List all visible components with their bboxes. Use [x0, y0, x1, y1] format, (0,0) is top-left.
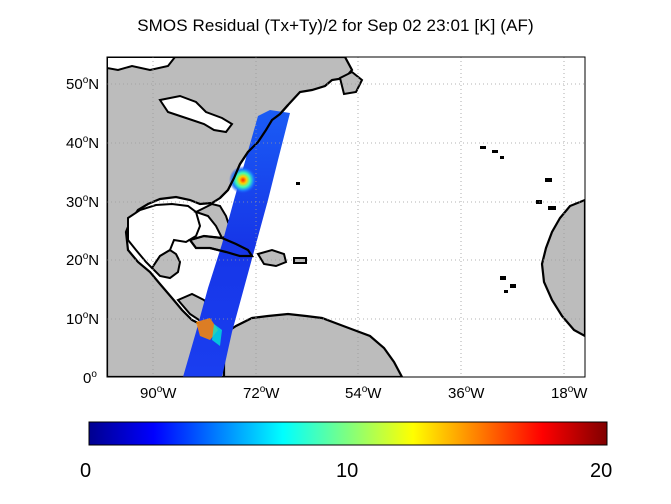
map-grid	[107, 57, 585, 377]
y-tick-label: 50oN	[66, 75, 99, 93]
us-coast-overlay	[219, 104, 289, 199]
y-tick-label: 10oN	[66, 310, 99, 328]
y-tick-label: 0o	[83, 369, 97, 387]
great-lakes	[158, 94, 234, 134]
y-tick-label: 30oN	[66, 193, 99, 211]
canary-islands	[536, 178, 556, 210]
colorbar	[88, 421, 608, 446]
colorbar-mid-label: 10	[336, 460, 358, 482]
bermuda-island	[296, 182, 300, 185]
x-tick-label: 36oW	[448, 384, 485, 402]
hudson-bay-edge	[107, 57, 177, 72]
y-tick-labels: 0o 10oN 20oN 30oN 40oN 50oN	[66, 75, 99, 387]
azores-islands	[480, 146, 504, 159]
gulf-of-mexico	[127, 202, 202, 270]
x-tick-label: 18oW	[551, 384, 588, 402]
map-content	[107, 57, 585, 377]
africa-land	[540, 198, 585, 338]
colorbar-max-label: 20	[590, 460, 612, 482]
newfoundland-island	[338, 70, 364, 96]
x-tick-labels: 90oW 72oW 54oW 36oW 18oW	[140, 384, 588, 402]
hispaniola-island	[256, 248, 288, 268]
y-tick-label: 20oN	[66, 251, 99, 269]
x-tick-label: 72oW	[243, 384, 280, 402]
swath-coastal-patch-2	[212, 324, 222, 346]
colorbar-min-label: 0	[80, 460, 91, 482]
south-america-land	[222, 312, 404, 377]
puerto-rico-island	[293, 257, 307, 264]
swath-coastal-patch	[196, 318, 218, 340]
map-frame	[106, 56, 586, 378]
yucatan-peninsula	[150, 248, 182, 280]
y-tick-label: 40oN	[66, 134, 99, 152]
x-tick-label: 90oW	[140, 384, 177, 402]
map-title: SMOS Residual (Tx+Ty)/2 for Sep 02 23:01…	[137, 16, 534, 35]
cuba-outline-overlay	[188, 234, 255, 258]
cape-verde-islands	[500, 276, 516, 293]
x-tick-label: 54oW	[345, 384, 382, 402]
